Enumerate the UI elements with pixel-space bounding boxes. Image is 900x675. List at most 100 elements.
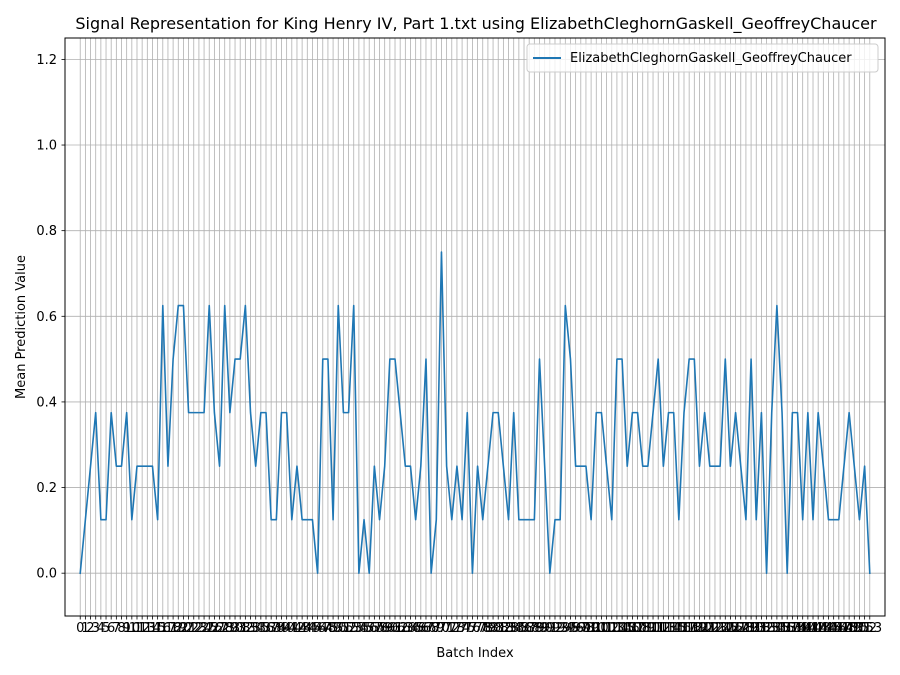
x-tick-label: 3 [92,621,100,636]
x-tick-label: 86 [516,621,533,636]
x-tick-label: 14 [144,621,161,636]
x-tick-label: 45 [304,621,321,636]
x-tick-label: 82 [495,621,512,636]
x-tick-label: 120 [687,621,712,636]
x-tick-label: 27 [211,621,228,636]
x-tick-label: 115 [661,621,686,636]
x-tick-label: 49 [325,621,342,636]
x-tick-label: 91 [542,621,559,636]
x-tick-label: 6 [107,621,115,636]
x-tick-label: 42 [289,621,306,636]
x-tick-label: 2 [86,621,94,636]
x-tick-label: 41 [284,621,301,636]
x-tick-label: 59 [376,621,393,636]
y-tick-label: 1.0 [36,139,57,154]
x-tick-label: 31 [232,621,249,636]
y-tick-label: 0.2 [36,481,57,496]
x-tick-label: 11 [129,621,146,636]
x-tick-label: 141 [795,621,820,636]
x-tick-label: 23 [191,621,208,636]
x-tick-label: 37 [263,621,280,636]
x-tick-label: 90 [536,621,553,636]
x-tick-label: 64 [402,621,419,636]
x-tick-label: 70 [433,621,450,636]
x-tick-label: 95 [562,621,579,636]
x-tick-label: 84 [505,621,522,636]
x-tick-label: 126 [718,621,743,636]
x-tick-label: 25 [201,621,218,636]
x-tick-label: 92 [547,621,564,636]
x-tick-label: 1 [81,621,89,636]
x-tick-label: 63 [397,621,414,636]
x-tick-label: 53 [345,621,362,636]
x-tick-label: 7 [112,621,120,636]
x-tick-label: 136 [770,621,795,636]
x-tick-label: 30 [227,621,244,636]
x-tick-label: 103 [599,621,624,636]
x-tick-label: 106 [615,621,640,636]
x-tick-label: 128 [728,621,753,636]
x-tick-label: 116 [666,621,691,636]
x-tick-label: 118 [677,621,702,636]
x-tick-label: 130 [739,621,764,636]
x-tick-label: 17 [160,621,177,636]
x-tick-label: 146 [821,621,846,636]
x-tick-label: 73 [449,621,466,636]
x-tick-label: 94 [557,621,574,636]
x-tick-label: 24 [196,621,213,636]
x-tick-label: 62 [392,621,409,636]
x-tick-label: 88 [526,621,543,636]
y-axis-label: Mean Prediction Value [14,255,29,399]
x-tick-label: 112 [646,621,671,636]
x-tick-label: 10 [124,621,141,636]
x-tick-label: 108 [625,621,650,636]
x-tick-label: 51 [335,621,352,636]
x-tick-label: 104 [604,621,629,636]
x-tick-label: 89 [531,621,548,636]
x-tick-label: 97 [573,621,590,636]
x-tick-label: 60 [382,621,399,636]
x-tick-label: 113 [651,621,676,636]
y-tick-label: 0.6 [36,310,57,325]
x-tick-label: 20 [175,621,192,636]
x-tick-label: 66 [413,621,430,636]
x-tick-label: 44 [299,621,316,636]
x-tick-label: 81 [490,621,507,636]
x-tick-label: 117 [672,621,697,636]
x-tick-label: 151 [847,621,872,636]
x-tick-label: 124 [708,621,733,636]
x-tick-label: 149 [837,621,862,636]
x-tick-label: 9 [123,621,131,636]
x-tick-label: 134 [759,621,784,636]
y-tick-label: 0.4 [36,395,57,410]
x-tick-label: 28 [216,621,233,636]
x-tick-label: 13 [139,621,156,636]
x-axis-label: Batch Index [436,646,514,661]
x-tick-label: 58 [371,621,388,636]
x-tick-label: 36 [258,621,275,636]
x-tick-label: 0 [76,621,84,636]
x-tick-label: 33 [242,621,259,636]
x-tick-label: 79 [480,621,497,636]
x-tick-label: 127 [723,621,748,636]
x-tick-label: 8 [117,621,125,636]
x-tick-label: 75 [459,621,476,636]
x-tick-label: 143 [806,621,831,636]
y-tick-label: 0.0 [36,567,57,582]
x-tick-label: 16 [155,621,172,636]
x-tick-label: 102 [594,621,619,636]
x-tick-label: 46 [309,621,326,636]
x-tick-label: 101 [589,621,614,636]
x-tick-label: 114 [656,621,681,636]
x-tick-label: 48 [320,621,337,636]
legend: ElizabethCleghornGaskell_GeoffreyChaucer [526,43,879,73]
x-tick-label: 21 [180,621,197,636]
x-tick-label: 93 [552,621,569,636]
x-tick-label: 145 [816,621,841,636]
x-tick-label: 65 [407,621,424,636]
x-tick-label: 109 [630,621,655,636]
x-tick-label: 80 [485,621,502,636]
x-tick-label: 54 [351,621,368,636]
legend-label: ElizabethCleghornGaskell_GeoffreyChaucer [570,51,852,66]
x-tick-label: 67 [418,621,435,636]
